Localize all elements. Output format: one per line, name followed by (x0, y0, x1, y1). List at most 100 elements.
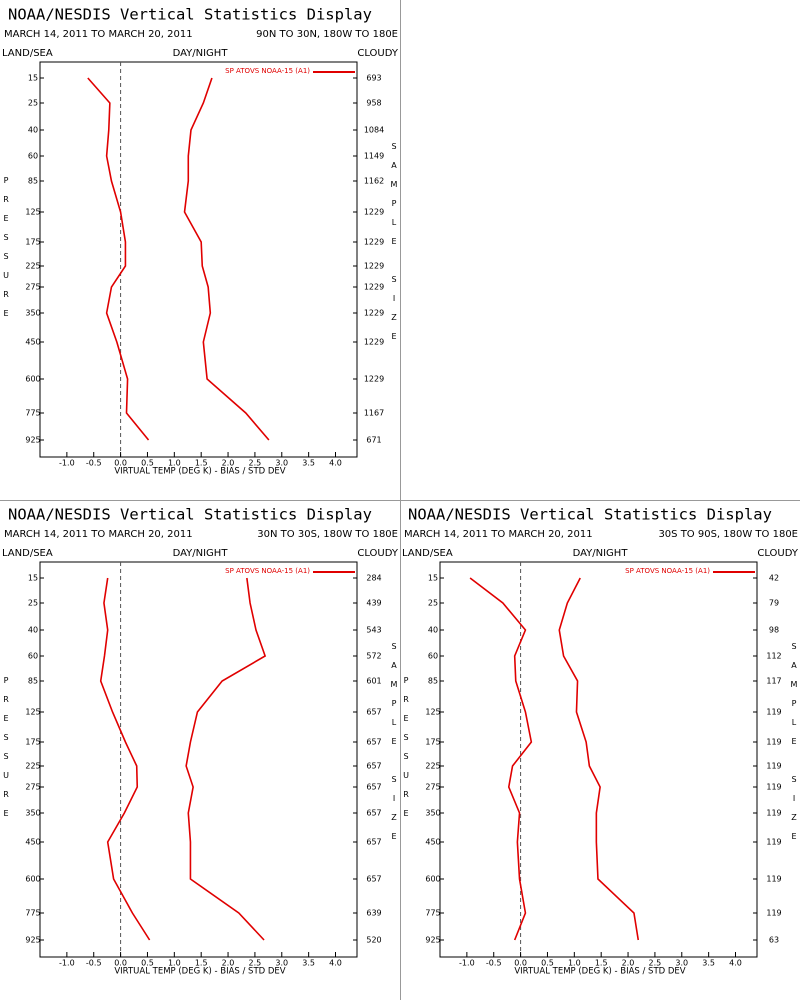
x-tick-label: 3.0 (275, 959, 288, 968)
x-tick-label: 0.5 (141, 959, 154, 968)
date-range: MARCH 14, 2011 TO MARCH 20, 2011 (404, 529, 593, 540)
sample-size: 657 (366, 708, 381, 717)
pressure-label: 350 (25, 309, 40, 318)
x-tick-label: 2.0 (222, 459, 235, 468)
pressure-label: 775 (425, 909, 440, 918)
sample-size: 79 (769, 599, 779, 608)
x-tick-label: -1.0 (59, 959, 75, 968)
x-tick-label: 0.0 (514, 959, 527, 968)
pressure-label: 275 (25, 283, 40, 292)
sample-size: 284 (366, 574, 381, 583)
x-tick-label: 3.5 (302, 959, 315, 968)
sample-size: 117 (766, 677, 781, 686)
pressure-label: 60 (28, 652, 38, 661)
pressure-label: 350 (425, 809, 440, 818)
y-axis-label: PRESSURE (402, 676, 411, 828)
profile-line (558, 577, 640, 941)
y2-axis-label: SAMPLE SIZE (790, 642, 799, 851)
pressure-label: 775 (25, 409, 40, 418)
x-axis-label: VIRTUAL TEMP (DEG K) - BIAS / STD DEV (114, 467, 285, 477)
sample-size: 1229 (364, 262, 384, 271)
pressure-label: 450 (25, 338, 40, 347)
x-tick-label: 2.5 (249, 959, 262, 968)
pressure-label: 15 (28, 574, 38, 583)
pressure-label: 25 (428, 599, 438, 608)
day-night: DAY/NIGHT (173, 548, 229, 559)
pressure-label: 925 (25, 936, 40, 945)
x-tick-label: 1.5 (195, 459, 208, 468)
x-tick-label: 0.5 (541, 959, 554, 968)
pressure-label: 600 (425, 875, 440, 884)
sample-size: 1162 (364, 177, 384, 186)
pressure-label: 85 (28, 677, 38, 686)
pressure-label: 125 (425, 708, 440, 717)
x-tick-label: 3.5 (702, 959, 715, 968)
x-tick-label: 0.0 (114, 459, 127, 468)
sample-size: 1229 (364, 208, 384, 217)
x-tick-label: 4.0 (729, 959, 742, 968)
land-sea: LAND/SEA (2, 548, 53, 559)
plot-frame (439, 561, 758, 958)
pressure-label: 175 (25, 238, 40, 247)
sample-size: 1149 (364, 152, 384, 161)
pressure-label: 175 (425, 738, 440, 747)
pressure-label: 60 (28, 152, 38, 161)
profile-line (469, 577, 533, 941)
pressure-label: 600 (25, 375, 40, 384)
sample-size: 657 (366, 875, 381, 884)
x-tick-label: 1.0 (168, 459, 181, 468)
pressure-label: 15 (428, 574, 438, 583)
pressure-label: 175 (25, 738, 40, 747)
y2-axis-label: SAMPLE SIZE (390, 142, 399, 351)
chart-title: NOAA/NESDIS Vertical Statistics Display (408, 506, 772, 524)
cloudy: CLOUDY (757, 548, 799, 559)
pressure-label: 350 (25, 809, 40, 818)
sample-size: 1167 (364, 409, 384, 418)
sample-size: 1229 (364, 309, 384, 318)
x-tick-label: 2.5 (649, 959, 662, 968)
x-tick-label: 3.0 (675, 959, 688, 968)
sample-size: 657 (366, 838, 381, 847)
profile-line (87, 77, 150, 441)
pressure-label: 85 (28, 177, 38, 186)
pressure-label: 25 (28, 99, 38, 108)
cloudy: CLOUDY (357, 48, 399, 59)
sample-size: 119 (766, 783, 781, 792)
profile-line (185, 577, 267, 941)
chart-title: NOAA/NESDIS Vertical Statistics Display (8, 506, 372, 524)
sample-size: 439 (366, 599, 381, 608)
cloudy: CLOUDY (357, 548, 399, 559)
sample-size: 112 (766, 652, 781, 661)
pressure-label: 450 (425, 838, 440, 847)
region: 30S TO 90S, 180W TO 180E (658, 529, 798, 540)
date-range: MARCH 14, 2011 TO MARCH 20, 2011 (4, 29, 193, 40)
profile-line (99, 577, 151, 941)
pressure-label: 40 (28, 626, 38, 635)
sample-size: 639 (366, 909, 381, 918)
legend-label: SP ATOVS NOAA-15 (A1) (225, 67, 310, 75)
x-tick-label: 1.0 (168, 959, 181, 968)
sample-size: 601 (366, 677, 381, 686)
x-tick-label: -1.0 (459, 959, 475, 968)
sample-size: 119 (766, 875, 781, 884)
pressure-label: 85 (428, 677, 438, 686)
land-sea: LAND/SEA (2, 48, 53, 59)
x-tick-label: 0.5 (141, 459, 154, 468)
sample-size: 657 (366, 809, 381, 818)
x-tick-label: -0.5 (86, 459, 102, 468)
pressure-label: 925 (425, 936, 440, 945)
day-night: DAY/NIGHT (573, 548, 629, 559)
plot-frame (39, 561, 358, 958)
pressure-label: 15 (28, 74, 38, 83)
x-tick-label: 2.0 (222, 959, 235, 968)
x-tick-label: 1.5 (595, 959, 608, 968)
sample-size: 119 (766, 762, 781, 771)
sample-size: 657 (366, 762, 381, 771)
pressure-label: 125 (25, 708, 40, 717)
legend-label: SP ATOVS NOAA-15 (A1) (625, 567, 710, 575)
x-tick-label: 4.0 (329, 959, 342, 968)
sample-size: 1084 (364, 126, 384, 135)
pressure-label: 925 (25, 436, 40, 445)
sample-size: 1229 (364, 238, 384, 247)
x-axis-label: VIRTUAL TEMP (DEG K) - BIAS / STD DEV (514, 967, 685, 977)
